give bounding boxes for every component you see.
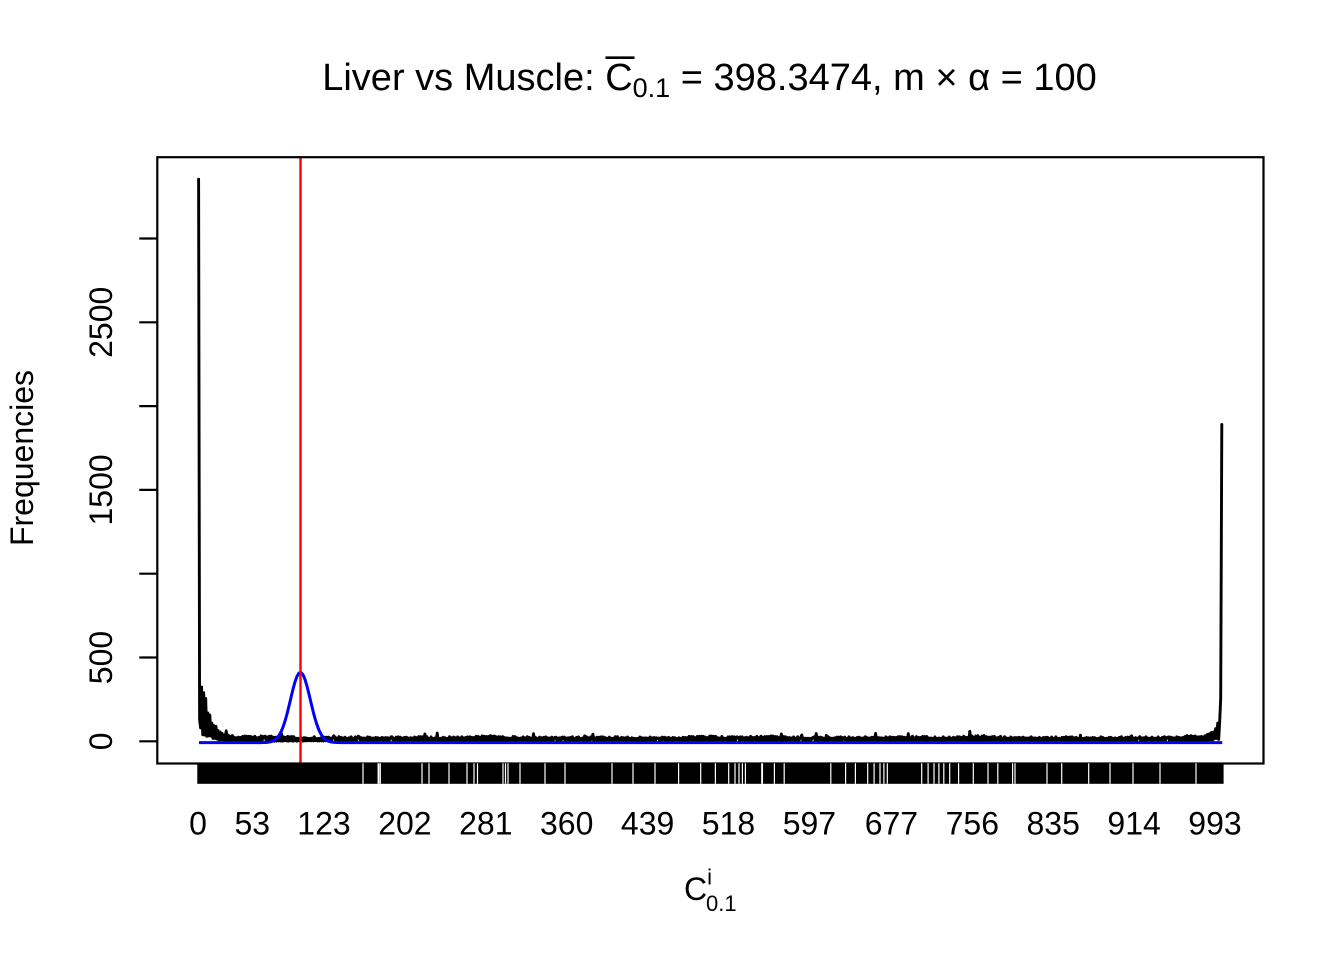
svg-text:123: 123 — [297, 806, 350, 842]
svg-text:281: 281 — [459, 806, 512, 842]
svg-text:0: 0 — [189, 806, 207, 842]
svg-text:Frequencies: Frequencies — [4, 370, 40, 546]
svg-text:202: 202 — [378, 806, 431, 842]
svg-text:756: 756 — [946, 806, 999, 842]
svg-text:993: 993 — [1188, 806, 1241, 842]
svg-text:439: 439 — [621, 806, 674, 842]
svg-text:1500: 1500 — [83, 454, 119, 525]
svg-text:518: 518 — [702, 806, 755, 842]
svg-text:835: 835 — [1027, 806, 1080, 842]
svg-text:2500: 2500 — [83, 287, 119, 358]
svg-text:53: 53 — [235, 806, 271, 842]
svg-text:914: 914 — [1107, 806, 1160, 842]
svg-text:360: 360 — [540, 806, 593, 842]
svg-text:500: 500 — [83, 631, 119, 684]
svg-text:0: 0 — [83, 732, 119, 750]
svg-text:597: 597 — [783, 806, 836, 842]
svg-text:Liver vs Muscle: C0.1 = 398.34: Liver vs Muscle: C0.1 = 398.3474, m × α … — [322, 57, 1097, 103]
svg-text:677: 677 — [865, 806, 918, 842]
